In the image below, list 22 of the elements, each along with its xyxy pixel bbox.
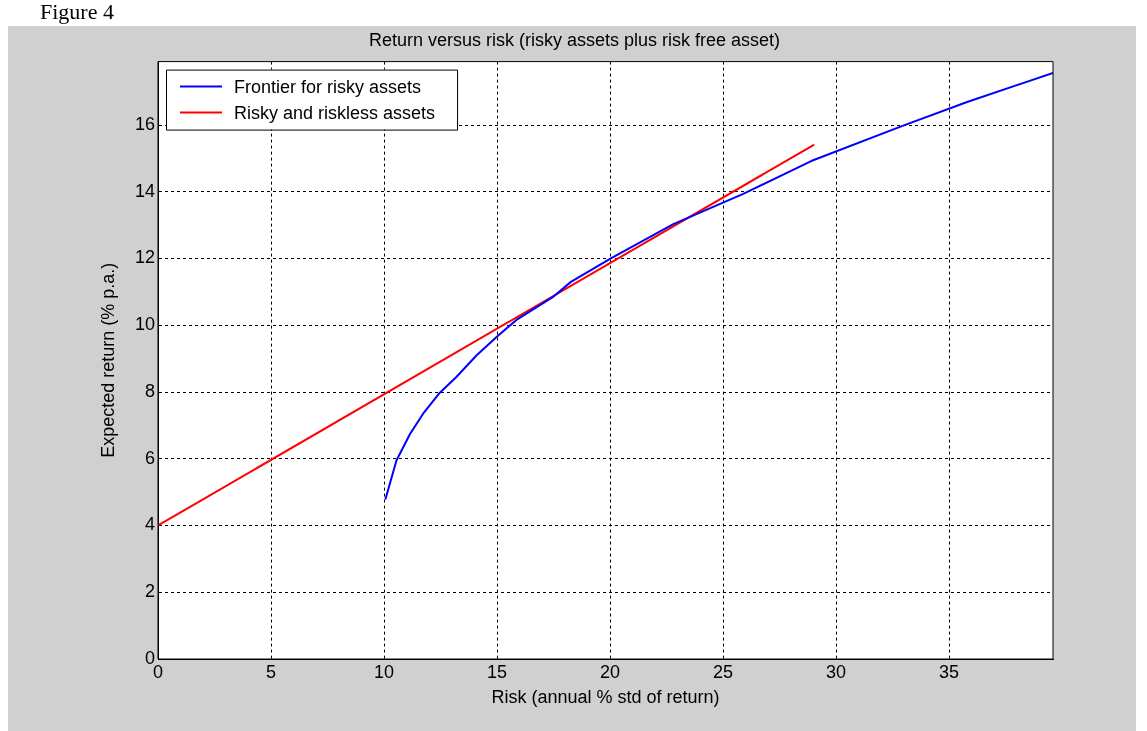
y-tick-label: 10 xyxy=(134,314,155,335)
legend-label: Frontier for risky assets xyxy=(234,76,422,97)
y-tick-label: 4 xyxy=(144,514,155,535)
x-axis-title: Risk (annual % std of return) xyxy=(491,687,720,708)
x-tick-label: 15 xyxy=(487,661,508,682)
x-tick-label: 25 xyxy=(713,661,734,682)
y-tick-label: 12 xyxy=(134,247,155,268)
x-tick-label: 5 xyxy=(266,661,277,682)
chart-title: Return versus risk (risky assets plus risk free asset) xyxy=(368,29,781,50)
x-tick-label: 20 xyxy=(600,661,621,682)
y-tick-label: 14 xyxy=(134,180,155,201)
y-tick-label: 6 xyxy=(144,447,155,468)
y-tick-label: 8 xyxy=(144,380,155,401)
caption: Figure 4 xyxy=(40,0,114,24)
x-tick-label: 10 xyxy=(373,661,395,682)
y-tick-label: 16 xyxy=(134,113,155,134)
y-tick-label: 0 xyxy=(144,647,155,668)
y-axis-title: Expected return (% p.a.) xyxy=(97,262,118,458)
x-tick-label: 30 xyxy=(826,661,847,682)
legend-label: Risky and riskless assets xyxy=(234,102,436,123)
x-tick-label: 35 xyxy=(939,661,960,682)
y-tick-label: 2 xyxy=(144,581,155,602)
